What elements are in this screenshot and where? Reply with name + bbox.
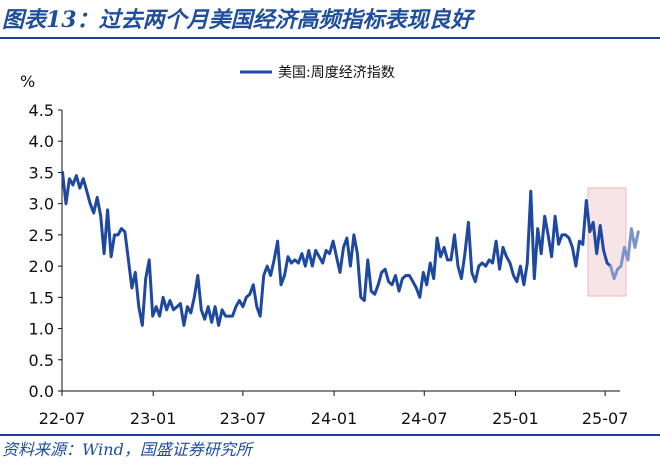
- x-axis: 22-07 23-01 23-07 24-01 24-07 25-01 25-07: [39, 390, 629, 428]
- title-divider: [0, 37, 660, 39]
- y-tick-label: 3.0: [29, 195, 54, 214]
- x-tick-label: 25-01: [492, 409, 539, 428]
- x-tick-label: 22-07: [39, 409, 86, 428]
- y-tick-label: 4.5: [29, 101, 54, 120]
- y-tick-label: 0.0: [29, 382, 54, 401]
- y-tick-label: 2.5: [29, 226, 54, 245]
- source-divider: [0, 434, 660, 436]
- series-line-2: [609, 227, 640, 281]
- x-tick-label: 23-01: [130, 409, 177, 428]
- highlight-box: [587, 187, 627, 297]
- series-line-1: [581, 199, 613, 268]
- series-line-0: [61, 170, 585, 327]
- y-tick-label: 3.5: [29, 163, 54, 182]
- legend: 美国:周度经济指数: [240, 65, 395, 81]
- legend-label: 美国:周度经济指数: [278, 65, 395, 81]
- series-group: [61, 170, 640, 327]
- x-tick-label: 25-07: [582, 409, 629, 428]
- y-tick-label: 2.0: [29, 257, 54, 276]
- y-tick-label: 1.5: [29, 288, 54, 307]
- y-tick-label: 0.5: [29, 351, 54, 370]
- figure-title: 图表13：过去两个月美国经济高频指标表现良好: [2, 7, 473, 33]
- y-axis: % 0.0 0.5 1.0 1.5 2.0 2.5 3.0 3.5 4.0 4.5: [20, 72, 63, 401]
- y-tick-label: 1.0: [29, 320, 54, 339]
- x-tick-label: 23-07: [220, 409, 267, 428]
- y-tick-label: 4.0: [29, 132, 54, 151]
- source-note: 资料来源：Wind，国盛证券研究所: [2, 440, 252, 459]
- line-chart: % 0.0 0.5 1.0 1.5 2.0 2.5 3.0 3.5 4.0 4.5 22-07 23…: [20, 65, 640, 428]
- x-tick-label: 24-01: [311, 409, 358, 428]
- x-tick-label: 24-07: [401, 409, 448, 428]
- y-unit-label: %: [20, 72, 35, 91]
